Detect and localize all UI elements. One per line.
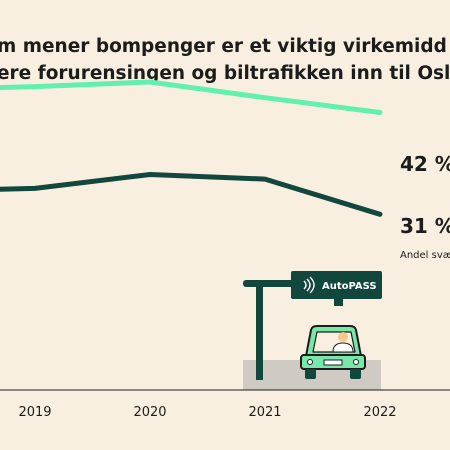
gantry-beam <box>243 280 299 287</box>
autopass-illustration: AutoPASS <box>243 271 382 390</box>
x-tick-label-2019: 2019 <box>18 405 51 420</box>
x-tick-label-2020: 2020 <box>133 405 166 420</box>
series-layer <box>0 79 383 217</box>
series-line-2 <box>0 172 383 217</box>
car-icon <box>300 325 366 379</box>
chart-note: Andel svæ <box>400 250 450 261</box>
signal-icon <box>303 276 315 294</box>
sign-label: AutoPASS <box>322 281 377 292</box>
series-end-label-1: 42 % <box>400 152 450 176</box>
series-end-label-2: 31 % <box>400 214 450 238</box>
x-tick-label-2021: 2021 <box>248 405 281 420</box>
autopass-sign <box>291 271 382 299</box>
x-tick-label-2022: 2022 <box>363 405 396 420</box>
camera <box>334 299 343 306</box>
gantry-pole <box>256 284 263 380</box>
x-tick-layer: 2019 2020 2021 2022 <box>18 405 396 420</box>
chart-title-line-2: ere forurensingen og biltrafikken inn ti… <box>0 63 450 84</box>
series-line-1 <box>0 79 383 115</box>
chart-title-line-1: m mener bompenger er et viktig virkemidd <box>0 36 447 57</box>
